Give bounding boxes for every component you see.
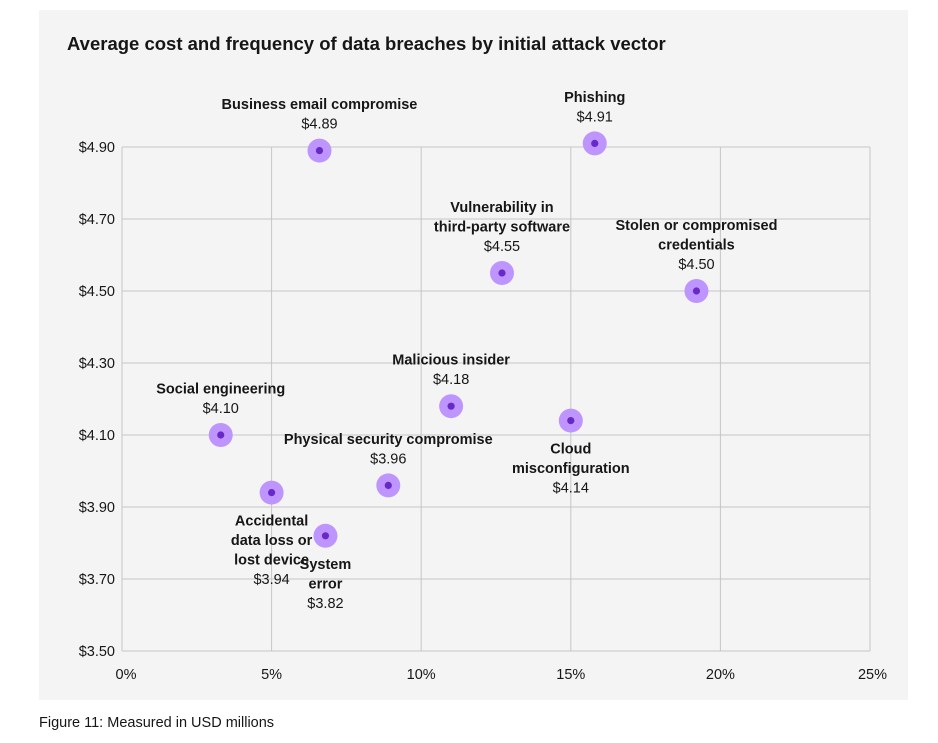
point-value-label: $4.18: [433, 372, 469, 388]
x-tick-label: 0%: [116, 667, 137, 683]
point-label: Business email compromise: [222, 97, 418, 113]
x-tick-label: 25%: [858, 667, 887, 683]
y-tick-label: $4.50: [79, 284, 115, 300]
data-point: Cloud misconfiguration $4.14: [512, 408, 630, 497]
point-label: Malicious insider: [392, 353, 510, 369]
marker-dot: [268, 489, 276, 497]
marker-dot: [567, 417, 575, 425]
marker-dot: [447, 402, 455, 410]
point-label: data loss or: [231, 533, 313, 549]
marker-dot: [591, 139, 599, 147]
y-tick-label: $3.50: [79, 644, 115, 660]
data-point: Social engineering $4.10: [156, 382, 285, 447]
point-label: Accidental: [235, 514, 308, 530]
point-label: Phishing: [564, 90, 625, 106]
point-value-label: $4.50: [678, 257, 714, 273]
point-value-label: $4.14: [553, 481, 589, 497]
point-value-label: $3.94: [253, 572, 289, 588]
point-label: error: [309, 576, 343, 592]
chart-title: Average cost and frequency of data breac…: [67, 33, 666, 54]
point-label: third-party software: [434, 220, 570, 236]
marker-dot: [692, 287, 701, 295]
point-label: misconfiguration: [512, 461, 630, 477]
point-label: credentials: [658, 238, 735, 254]
point-label: System: [300, 557, 352, 573]
data-point: System error $3.82: [300, 523, 352, 612]
marker-dot: [321, 532, 330, 540]
point-value-label: $4.89: [301, 117, 337, 133]
point-label: Physical security compromise: [284, 432, 493, 448]
point-label: Stolen or compromised: [615, 218, 777, 234]
marker-dot: [384, 481, 392, 489]
y-tick-label: $3.90: [79, 500, 115, 516]
marker-dot: [315, 147, 324, 155]
marker-dot: [217, 431, 225, 439]
data-point: Phishing $4.91: [564, 90, 625, 156]
data-point: Vulnerability in third-party software $4.5…: [434, 200, 570, 285]
data-points: Business email compromise $4.89 Phishing $4…: [156, 90, 777, 612]
point-value-label: $3.82: [307, 596, 343, 612]
data-point: Accidental data loss or lost device $3.94: [231, 480, 313, 588]
figure-caption: Figure 11: Measured in USD millions: [39, 715, 275, 731]
point-label: Social engineering: [156, 382, 285, 398]
y-tick-label: $3.70: [79, 572, 115, 588]
y-tick-label: $4.90: [79, 140, 115, 156]
data-point: Stolen or compromised credentials $4.50: [615, 218, 777, 303]
chart-panel: [39, 10, 908, 700]
point-value-label: $4.91: [577, 109, 613, 125]
marker-dot: [498, 269, 506, 277]
point-value-label: $3.96: [370, 451, 406, 467]
axis-ticks: $3.50 $3.70 $3.90 $4.10 $4.30 $4.50 $4.70 $4.90…: [79, 140, 887, 683]
data-point: Malicious insider $4.18: [392, 353, 510, 419]
x-tick-label: 5%: [261, 667, 282, 683]
point-label: Vulnerability in: [450, 200, 553, 216]
gridlines: [121, 146, 871, 652]
point-value-label: $4.10: [203, 401, 239, 417]
point-value-label: $4.55: [484, 239, 520, 255]
data-point: Business email compromise $4.89: [222, 97, 418, 163]
y-tick-label: $4.30: [79, 356, 115, 372]
x-tick-label: 20%: [706, 667, 735, 683]
data-point: Physical security compromise $3.96: [284, 432, 493, 498]
point-label: lost device: [234, 553, 309, 569]
x-tick-label: 15%: [556, 667, 585, 683]
y-tick-label: $4.70: [79, 212, 115, 228]
x-tick-label: 10%: [407, 667, 436, 683]
y-tick-label: $4.10: [79, 428, 115, 444]
point-label: Cloud: [550, 442, 591, 458]
